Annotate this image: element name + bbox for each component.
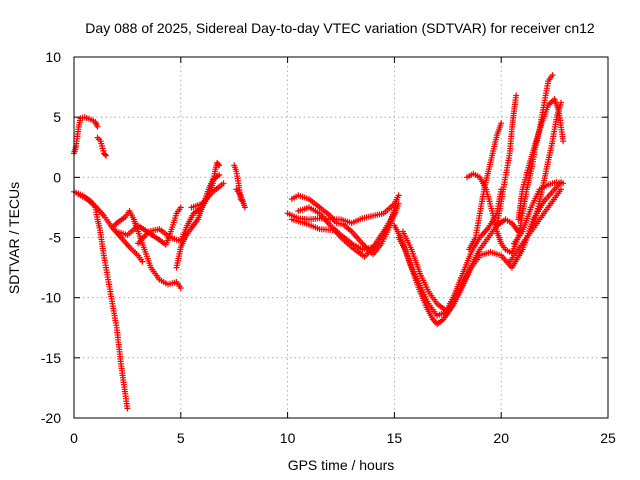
data-point-markers — [530, 99, 564, 229]
data-point-markers — [188, 180, 227, 211]
data-point-markers — [288, 192, 402, 258]
series-25 — [530, 99, 564, 229]
data-point-markers — [71, 114, 101, 157]
x-tick-label: 5 — [177, 430, 185, 446]
data-marks — [71, 72, 567, 412]
y-tick-label: -5 — [49, 230, 62, 246]
x-tick-label: 0 — [70, 430, 78, 446]
chart-title: Day 088 of 2025, Sidereal Day-to-day VTE… — [85, 20, 595, 36]
series-20 — [466, 120, 505, 253]
data-point-markers — [506, 186, 564, 265]
data-point-markers — [231, 162, 246, 205]
series-10 — [231, 162, 246, 205]
data-point-markers — [515, 96, 567, 223]
series-22 — [515, 96, 567, 223]
x-axis-label: GPS time / hours — [288, 457, 395, 473]
series-21 — [493, 92, 520, 229]
x-tick-label: 15 — [387, 430, 403, 446]
data-point-markers — [493, 92, 520, 229]
series-1 — [71, 114, 101, 157]
data-point-markers — [94, 134, 109, 159]
series-7 — [135, 159, 223, 247]
data-point-markers — [295, 204, 398, 253]
y-tick-label: 5 — [53, 109, 61, 125]
x-tick-label: 10 — [280, 430, 296, 446]
y-axis-label: SDTVAR / TECUs — [6, 182, 22, 294]
y-tick-label: -10 — [41, 290, 61, 306]
series-24 — [506, 186, 564, 265]
data-point-markers — [233, 186, 248, 211]
series-13 — [288, 192, 402, 258]
data-point-markers — [135, 159, 223, 247]
series-8 — [173, 171, 223, 271]
x-tick-label: 20 — [493, 430, 509, 446]
y-tick-label: 10 — [45, 49, 61, 65]
x-tick-labels: 0 5 10 15 20 25 — [70, 430, 616, 446]
y-tick-label: -15 — [41, 350, 61, 366]
series-11 — [233, 186, 248, 211]
y-tick-labels: -20 -15 -10 -5 0 5 10 — [41, 49, 61, 426]
data-point-markers — [173, 171, 223, 271]
data-point-markers — [466, 120, 505, 253]
y-tick-label: -20 — [41, 410, 61, 426]
plot-frame — [73, 56, 609, 419]
y-tick-label: 0 — [53, 169, 61, 185]
series-2 — [94, 134, 109, 159]
series-15 — [295, 204, 398, 253]
series-9 — [188, 180, 227, 211]
x-tick-label: 25 — [600, 430, 616, 446]
